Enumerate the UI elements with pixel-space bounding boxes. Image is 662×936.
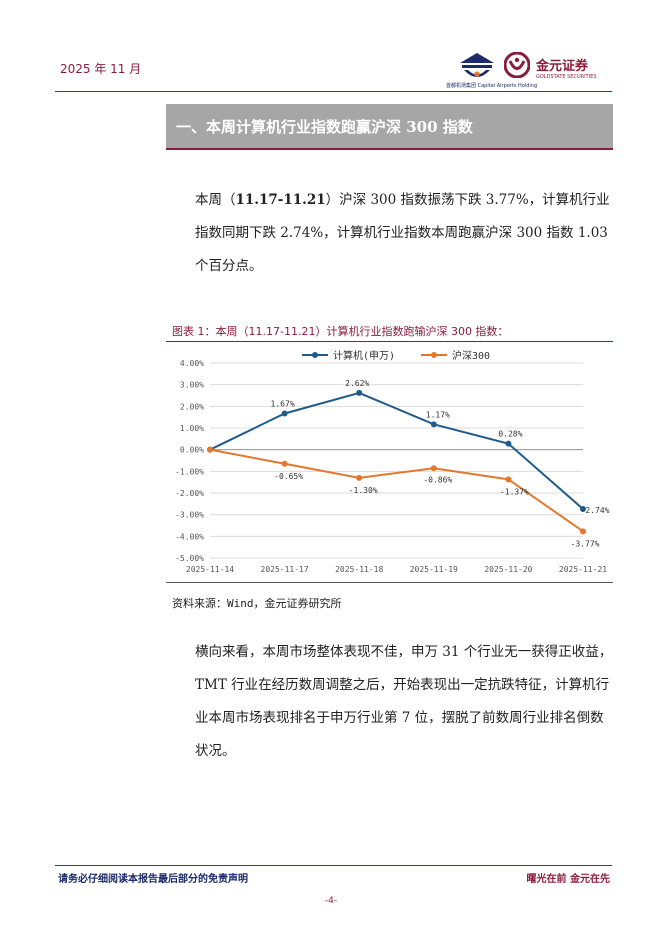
section-heading-bar <box>166 104 613 150</box>
para1-period: 11.17-11.21 <box>235 192 326 208</box>
data-point <box>356 389 363 396</box>
data-point <box>505 476 512 483</box>
figure-source: 资料来源：Wind，金元证券研究所 <box>172 597 342 610</box>
data-label: -0.86% <box>423 475 452 484</box>
legend-label: 计算机(申万) <box>333 349 395 362</box>
y-tick-label: 3.00% <box>180 381 204 390</box>
legend-marker <box>431 352 437 358</box>
x-tick-label: 2025-11-17 <box>261 565 309 574</box>
figure-bottom-rule <box>166 582 613 583</box>
x-tick-label: 2025-11-18 <box>335 565 383 574</box>
data-label: -0.65% <box>274 472 303 481</box>
figure-title: 图表 1：本周（11.17-11.21）计算机行业指数跑输沪深 300 指数： <box>172 325 509 338</box>
data-label: -2.74% <box>581 506 610 515</box>
y-tick-label: -2.00% <box>175 489 204 498</box>
x-tick-label: 2025-11-14 <box>186 565 234 574</box>
x-tick-label: 2025-11-20 <box>484 565 532 574</box>
footer-slogan: 曙光在前 金元在先 <box>526 874 610 885</box>
x-tick-label: 2025-11-21 <box>559 565 607 574</box>
y-tick-label: 1.00% <box>180 424 204 433</box>
y-tick-label: 2.00% <box>180 402 204 411</box>
logo2-english: GOLDSTATE SECURITIES <box>536 74 597 80</box>
para1-rest: ）沪深 300 指数振荡下跌 3.77%，计算机行业指数同期下跌 2.74%，计… <box>195 192 610 274</box>
capital-airports-logo <box>460 53 494 77</box>
header-divider <box>55 91 612 92</box>
data-point <box>430 421 437 428</box>
data-label: 1.67% <box>271 399 295 408</box>
data-label: 0.28% <box>498 430 522 439</box>
logo1-caption: 首都机场集团 Capital Airports Holding <box>446 83 538 89</box>
series-line <box>209 448 584 533</box>
footer-disclaimer: 请务必仔细阅读本报告最后部分的免责声明 <box>58 874 248 885</box>
summary-paragraph: 本周（11.17-11.21）沪深 300 指数振荡下跌 3.77%，计算机行业… <box>195 184 615 283</box>
y-tick-label: 0.00% <box>180 446 204 455</box>
figure-top-rule <box>166 341 613 342</box>
data-point <box>580 528 586 535</box>
analysis-paragraph: 横向来看，本周市场整体表现不佳，申万 31 个行业无一获得正收益，TMT 行业在… <box>195 644 613 759</box>
index-performance-chart: 4.00% 3.00% 2.00% 1.00% 0.00% -1.00% -2.00% -3.… <box>175 349 610 574</box>
data-label: 1.17% <box>426 410 450 419</box>
data-point <box>580 506 586 513</box>
y-tick-label: -4.00% <box>175 532 204 541</box>
logo2-name: 金元证券 <box>536 59 589 74</box>
data-point <box>430 465 437 472</box>
data-point <box>281 460 288 467</box>
y-tick-label: -1.00% <box>175 467 204 476</box>
footer-divider <box>55 865 612 866</box>
series-line <box>209 391 584 510</box>
data-label: -1.37% <box>500 487 529 496</box>
data-point <box>505 440 512 447</box>
x-tick-label: 2025-11-19 <box>410 565 458 574</box>
legend-label: 沪深300 <box>452 349 490 362</box>
goldstate-logo-icon <box>504 52 530 78</box>
data-label: -3.77% <box>571 539 600 548</box>
section-title: 一、本周计算机行业指数跑赢沪深 300 指数 <box>176 118 473 136</box>
legend-marker <box>312 352 318 358</box>
data-point <box>207 446 213 453</box>
y-tick-label: -3.00% <box>175 511 204 520</box>
data-label: -1.30% <box>349 486 378 495</box>
y-tick-label: 4.00% <box>180 359 204 368</box>
y-tick-label: -5.00% <box>175 554 204 563</box>
para1-prefix: 本周（ <box>195 192 236 208</box>
data-point <box>356 474 363 481</box>
data-label: 2.62% <box>345 379 369 388</box>
report-date: 2025 年 11 月 <box>60 62 142 76</box>
data-point <box>281 410 288 417</box>
page-number: -4- <box>324 896 338 906</box>
